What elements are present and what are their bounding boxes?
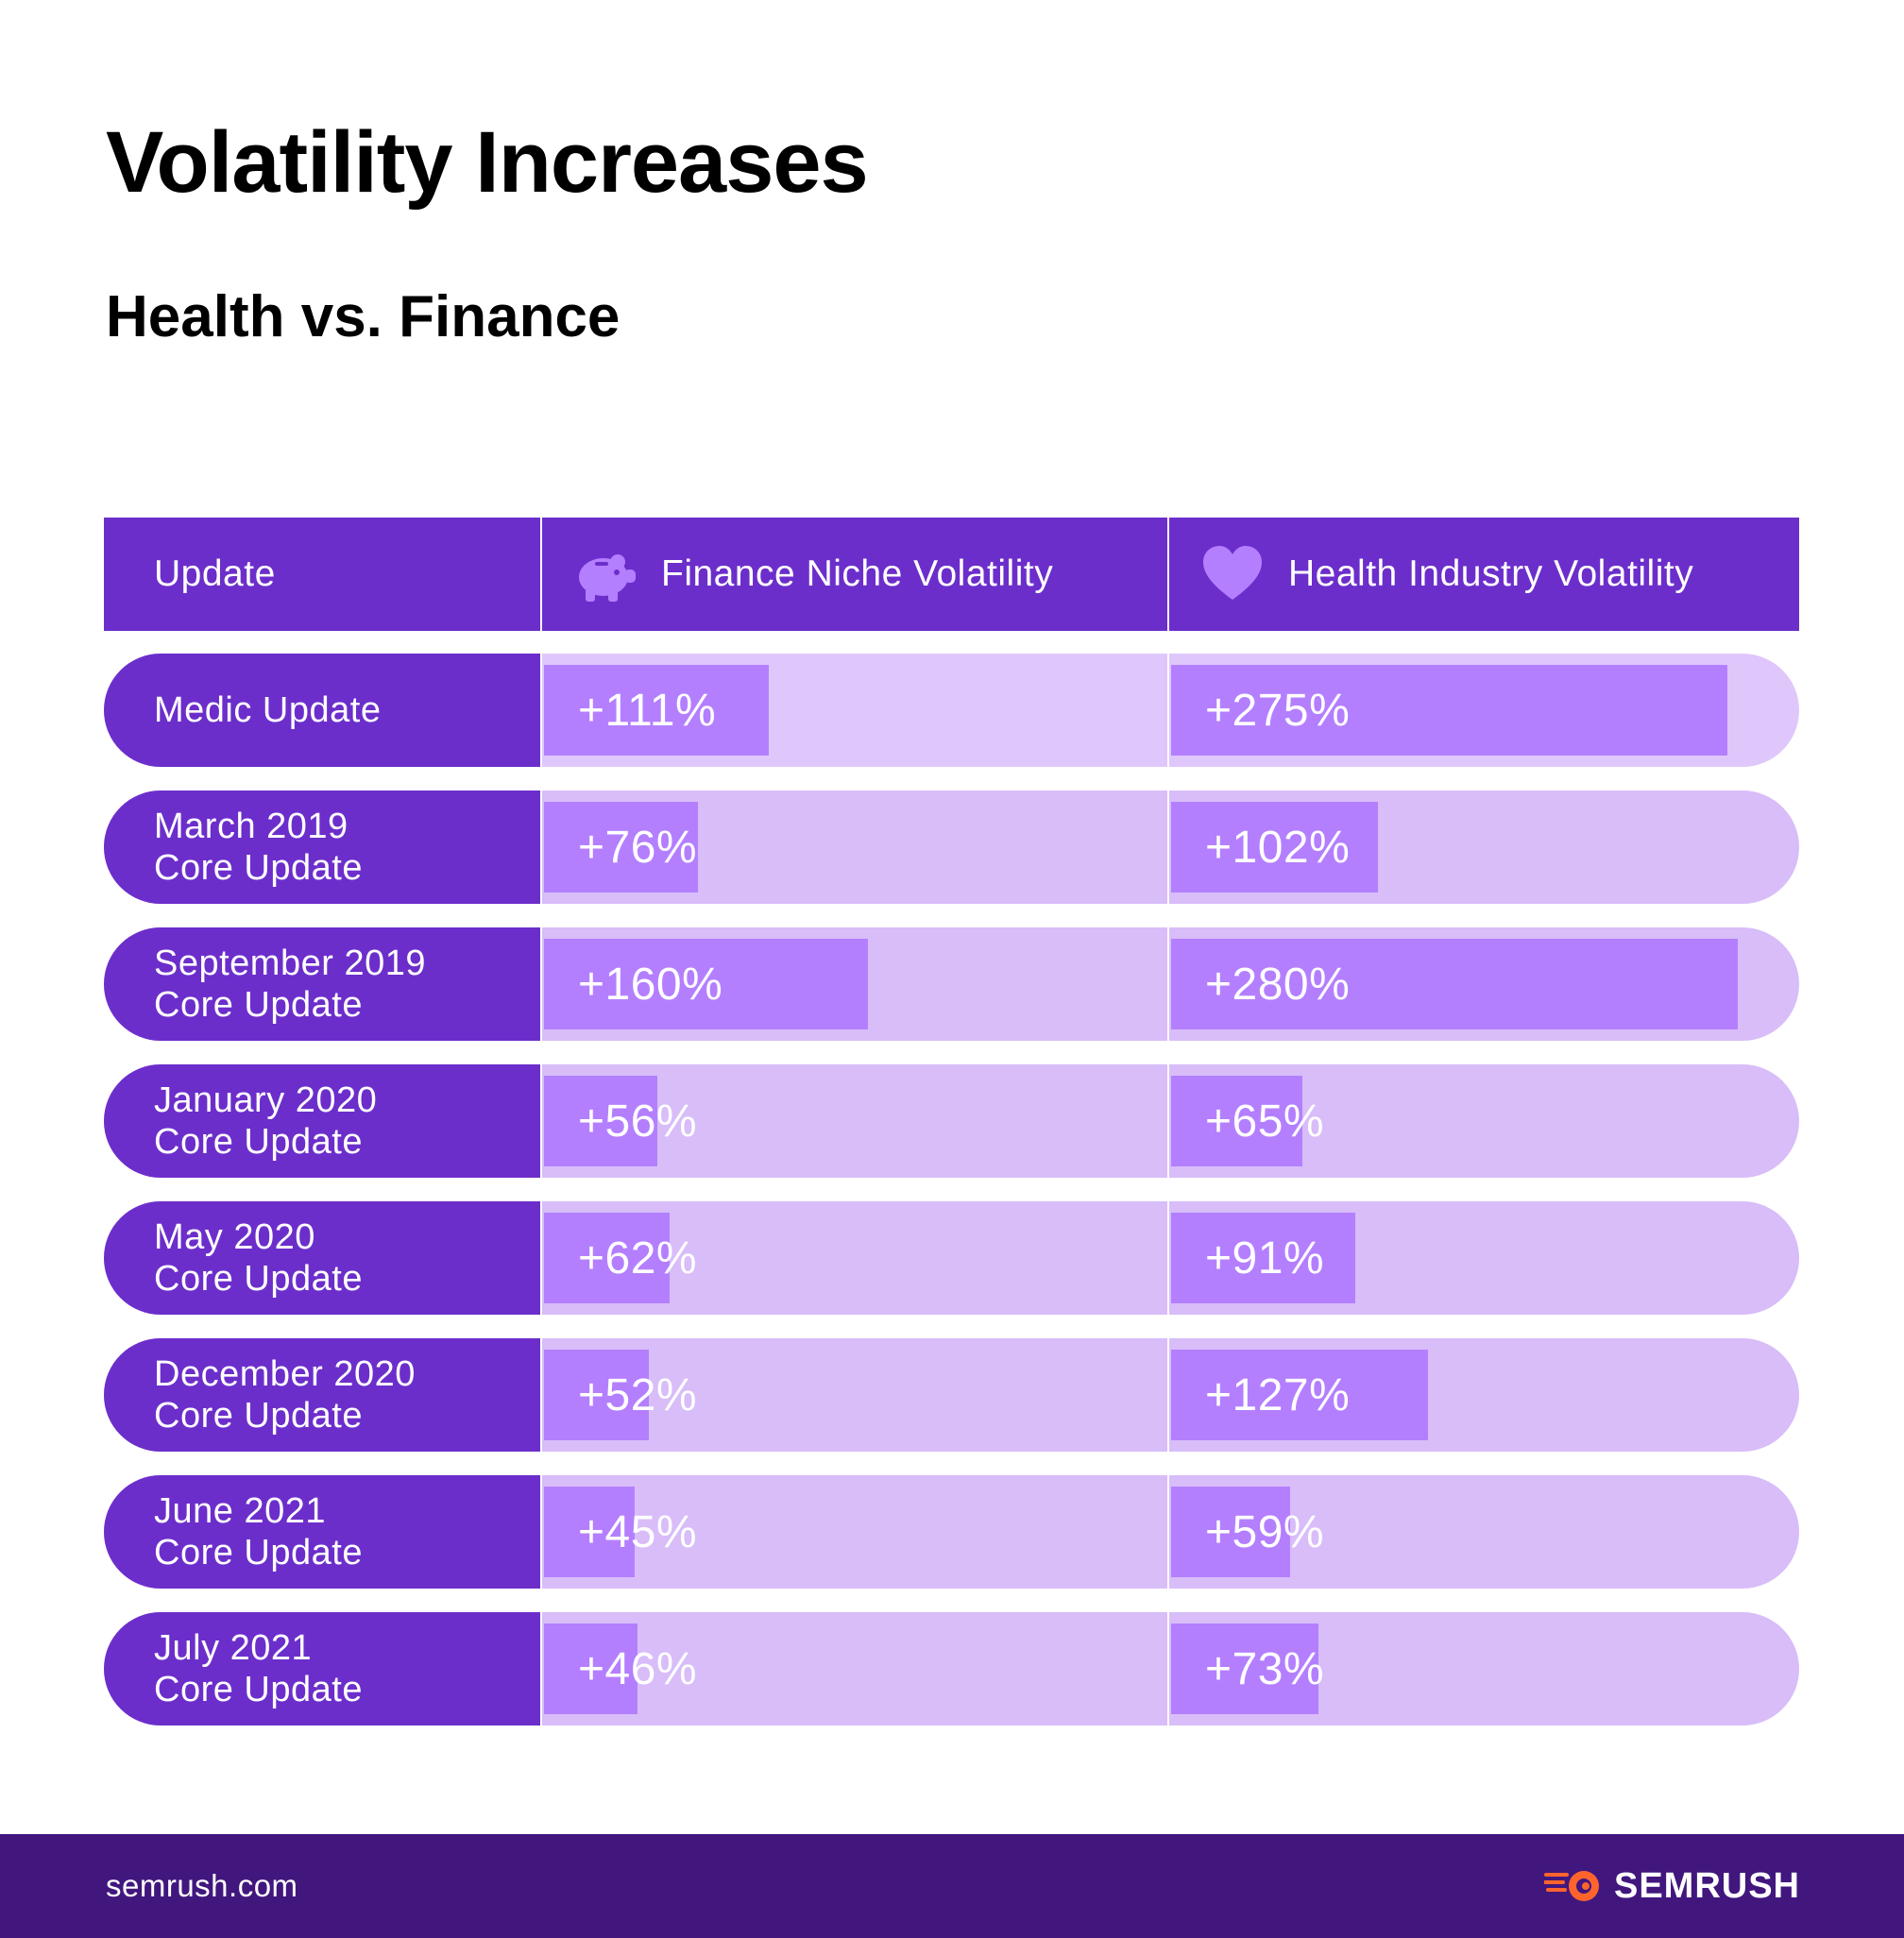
heart-icon <box>1199 541 1266 607</box>
finance-bar <box>544 1213 670 1303</box>
table-row: December 2020 Core Update +52% +127% <box>104 1338 1799 1452</box>
row-divider <box>1167 1475 1169 1589</box>
row-label-line: June 2021 <box>154 1491 326 1531</box>
row-divider <box>540 1201 542 1315</box>
footer: semrush.com SEMRUSH <box>0 1834 1904 1938</box>
row-update-label: May 2020 Core Update <box>104 1201 540 1315</box>
finance-bar <box>544 802 698 892</box>
finance-bar <box>544 665 769 756</box>
row-divider <box>1167 1064 1169 1178</box>
row-divider <box>540 1612 542 1726</box>
health-bar <box>1171 1213 1355 1303</box>
table-row: January 2020 Core Update +56% +65% <box>104 1064 1799 1178</box>
row-label-line: Medic Update <box>154 690 382 730</box>
health-value-label: +65% <box>1205 1096 1325 1147</box>
health-bar <box>1171 1076 1302 1166</box>
health-bar <box>1171 1624 1318 1714</box>
row-update-label: July 2021 Core Update <box>104 1612 540 1726</box>
row-divider <box>540 927 542 1041</box>
row-divider <box>1167 790 1169 904</box>
header-update: Update <box>104 518 540 631</box>
row-divider <box>1167 1338 1169 1452</box>
footer-site: semrush.com <box>106 1868 298 1903</box>
health-value-label: +73% <box>1205 1643 1325 1694</box>
header-health: Health Industry Volatility <box>1169 518 1799 631</box>
row-update-label: December 2020 Core Update <box>104 1338 540 1452</box>
piggy-bank-icon <box>572 541 638 607</box>
row-update-label: Medic Update <box>104 654 540 767</box>
row-divider <box>540 1064 542 1178</box>
header-update-label: Update <box>154 553 276 594</box>
finance-bar <box>544 1487 635 1577</box>
health-value-label: +280% <box>1205 959 1351 1010</box>
finance-value-label: +160% <box>578 959 723 1010</box>
row-label-line: July 2021 <box>154 1628 313 1668</box>
table-row: March 2019 Core Update +76% +102% <box>104 790 1799 904</box>
row-label-line: Core Update <box>154 1396 363 1436</box>
header-finance: Finance Niche Volatility <box>542 518 1167 631</box>
finance-bar <box>544 939 868 1029</box>
health-value-label: +275% <box>1205 685 1351 736</box>
health-value-label: +59% <box>1205 1506 1325 1557</box>
finance-value-label: +52% <box>578 1369 698 1420</box>
health-value-label: +127% <box>1205 1369 1351 1420</box>
health-bar <box>1171 802 1378 892</box>
row-divider <box>1167 1201 1169 1315</box>
row-divider <box>540 790 542 904</box>
page-title: Volatility Increases <box>106 114 869 211</box>
health-value-label: +102% <box>1205 822 1351 873</box>
row-label-line: Core Update <box>154 985 363 1025</box>
finance-value-label: +111% <box>578 685 717 736</box>
row-update-label: January 2020 Core Update <box>104 1064 540 1178</box>
row-label-line: Core Update <box>154 1533 363 1572</box>
table-row: June 2021 Core Update +45% +59% <box>104 1475 1799 1589</box>
table-row: September 2019 Core Update +160% +280% <box>104 927 1799 1041</box>
health-bar <box>1171 939 1738 1029</box>
finance-value-label: +46% <box>578 1643 698 1694</box>
finance-bar <box>544 1076 657 1166</box>
health-bar <box>1171 665 1727 756</box>
semrush-logo-icon <box>1543 1871 1599 1901</box>
row-divider <box>540 1475 542 1589</box>
finance-value-label: +56% <box>578 1096 698 1147</box>
health-value-label: +91% <box>1205 1232 1325 1284</box>
finance-bar <box>544 1624 638 1714</box>
row-label-line: January 2020 <box>154 1080 378 1120</box>
row-divider <box>1167 1612 1169 1726</box>
row-label-line: December 2020 <box>154 1354 416 1394</box>
table-row: May 2020 Core Update +62% +91% <box>104 1201 1799 1315</box>
row-divider <box>540 1338 542 1452</box>
health-bar <box>1171 1350 1428 1440</box>
table-row: Medic Update +111% +275% <box>104 654 1799 767</box>
finance-value-label: +45% <box>578 1506 698 1557</box>
finance-value-label: +62% <box>578 1232 698 1284</box>
table-row: July 2021 Core Update +46% +73% <box>104 1612 1799 1726</box>
row-divider <box>1167 654 1169 767</box>
row-label-line: Core Update <box>154 1122 363 1162</box>
header-finance-label: Finance Niche Volatility <box>661 553 1054 594</box>
header-divider <box>1167 518 1169 631</box>
row-update-label: September 2019 Core Update <box>104 927 540 1041</box>
row-label-line: May 2020 <box>154 1217 315 1257</box>
header-divider <box>540 518 542 631</box>
finance-value-label: +76% <box>578 822 698 873</box>
brand-name: SEMRUSH <box>1613 1865 1800 1906</box>
row-label-line: September 2019 <box>154 944 426 983</box>
row-label-line: Core Update <box>154 1670 363 1709</box>
table-header: Update Finance Niche Volatility Health I… <box>104 518 1799 631</box>
row-update-label: March 2019 Core Update <box>104 790 540 904</box>
health-bar <box>1171 1487 1290 1577</box>
finance-bar <box>544 1350 649 1440</box>
row-divider <box>540 654 542 767</box>
page-subtitle: Health vs. Finance <box>106 284 620 349</box>
brand-logo: SEMRUSH <box>1543 1834 1800 1938</box>
row-label-line: March 2019 <box>154 807 348 846</box>
row-update-label: June 2021 Core Update <box>104 1475 540 1589</box>
row-label-line: Core Update <box>154 1259 363 1299</box>
row-label-line: Core Update <box>154 848 363 888</box>
header-health-label: Health Industry Volatility <box>1288 553 1694 594</box>
row-divider <box>1167 927 1169 1041</box>
